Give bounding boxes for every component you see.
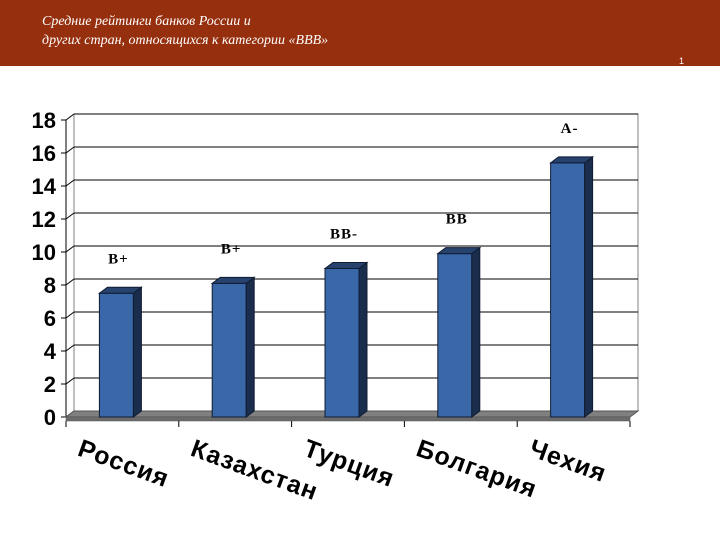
gridline-depth <box>65 146 75 154</box>
gridline-depth <box>65 212 75 220</box>
bar-side <box>471 246 481 418</box>
y-tick-label: 2 <box>44 372 56 397</box>
bar-top <box>436 247 482 255</box>
y-tick-label: 14 <box>32 174 57 199</box>
gridline-depth <box>65 179 75 187</box>
bar <box>211 282 247 418</box>
y-tick-label: 12 <box>32 207 56 232</box>
bar <box>437 253 473 418</box>
gridline-depth <box>65 311 75 319</box>
bar-data-label: BB <box>446 212 468 228</box>
bar-side <box>245 276 255 418</box>
bar-data-label: B+ <box>221 241 242 257</box>
gridline-depth <box>65 278 75 286</box>
bar-top <box>549 156 595 164</box>
bar-data-label: A- <box>561 121 579 137</box>
bar-top <box>323 262 369 269</box>
gridline-depth <box>65 245 75 253</box>
bar-data-label: B+ <box>108 251 129 267</box>
bar <box>550 162 586 418</box>
y-tick-label: 4 <box>44 339 57 364</box>
bar-top <box>210 276 256 284</box>
corner-mark: 1 <box>679 56 685 66</box>
y-tick-label: 10 <box>32 240 56 265</box>
gridline-depth <box>65 344 75 352</box>
x-category-label: Россия <box>74 434 173 493</box>
bar <box>98 292 134 418</box>
bar-side <box>358 261 368 418</box>
bar <box>324 268 360 418</box>
header-bar <box>0 0 720 66</box>
y-tick-label: 6 <box>44 306 56 331</box>
slide-title: Средние рейтинги банков России и других … <box>42 14 329 48</box>
gridline-depth <box>65 377 75 385</box>
gridline-depth <box>65 113 75 121</box>
y-tick-label: 8 <box>44 273 56 298</box>
bar-side <box>584 155 594 418</box>
bar-top <box>97 286 143 294</box>
y-tick-label: 0 <box>44 405 56 430</box>
y-tick-label: 18 <box>32 108 56 133</box>
bar-side <box>132 286 142 418</box>
x-category-label: Казахстан <box>187 434 322 506</box>
bar-data-label: BB- <box>330 227 358 243</box>
chart-floor-edge <box>65 416 631 422</box>
y-tick-label: 16 <box>32 141 56 166</box>
x-category-label: Болгария <box>413 434 541 503</box>
